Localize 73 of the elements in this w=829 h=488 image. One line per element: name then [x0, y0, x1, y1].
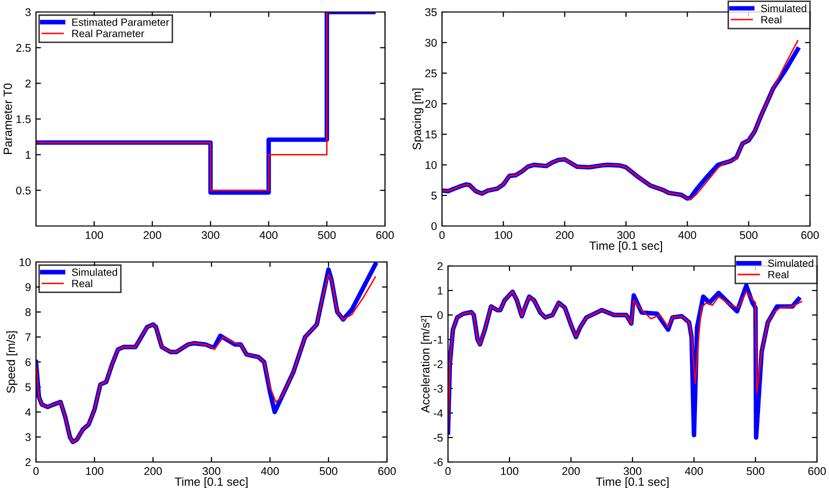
y-tick-label: 2 [26, 80, 31, 88]
x-tick-label: 200 [556, 231, 574, 240]
x-tick-label: 100 [86, 231, 103, 240]
y-tick-label: -1 [434, 336, 443, 344]
x-tick-label: 300 [202, 231, 220, 240]
y-tick-label: 2 [26, 458, 31, 466]
legend-label: Simulated [72, 268, 118, 276]
legend-label: Simulated [761, 4, 806, 12]
y-tick-label: 0 [437, 311, 443, 320]
x-tick-label: 100 [86, 467, 104, 476]
y-tick-label: 7 [26, 333, 31, 342]
y-tick-label: 5 [25, 383, 31, 392]
y-tick-label: 3 [25, 433, 31, 442]
y-axis-title: Spacing [m] [412, 88, 424, 150]
x-tick-label: 100 [494, 231, 512, 240]
y-axis-title: Speed [m/s] [6, 331, 18, 393]
x-tick-label: 200 [144, 467, 162, 476]
x-tick-label: 200 [562, 467, 580, 476]
y-tick-label: 5 [431, 192, 437, 200]
y-tick-label: -6 [434, 458, 443, 466]
y-tick-label: 4 [25, 408, 31, 416]
y-tick-label: -5 [434, 434, 443, 442]
y-tick-label: 3 [25, 8, 31, 16]
y-tick-label: 1 [438, 286, 443, 295]
y-tick-label: 15 [426, 130, 437, 138]
y-tick-label: 25 [425, 69, 437, 78]
x-tick-label: 300 [624, 467, 642, 476]
x-tick-label: 600 [808, 467, 826, 476]
y-tick-label: 0.5 [16, 186, 31, 194]
x-tick-label: 400 [260, 231, 278, 240]
x-tick-label: 600 [376, 231, 394, 240]
y-tick-label: 30 [425, 38, 437, 47]
x-tick-label: 400 [678, 231, 696, 240]
x-tick-label: 500 [318, 231, 336, 240]
x-axis-title: Time [0.1 sec] [596, 477, 669, 488]
x-tick-label: 100 [501, 467, 518, 476]
y-tick-label: 35 [425, 8, 437, 16]
legend-label: Real [768, 270, 788, 278]
x-tick-label: 400 [260, 467, 279, 476]
y-tick-label: 2 [438, 262, 443, 270]
legend-label: Real [72, 280, 92, 288]
x-tick-label: 500 [740, 231, 758, 240]
x-tick-label: 600 [378, 467, 396, 476]
y-tick-label: 9 [25, 283, 31, 292]
y-tick-label: 2.5 [16, 44, 31, 52]
y-axis-title: Parameter T0 [4, 83, 12, 154]
y-tick-label: -3 [434, 384, 443, 393]
x-tick-label: 0 [445, 467, 451, 476]
legend-label: Estimated Parameter [72, 18, 170, 26]
y-tick-label: 0 [431, 222, 437, 230]
legend-label: Real [761, 16, 782, 24]
x-tick-label: 0 [33, 467, 39, 476]
y-tick-label: 8 [25, 308, 31, 316]
y-tick-label: 1 [26, 151, 31, 159]
legend-label: Simulated [768, 259, 814, 267]
x-tick-label: 600 [801, 231, 819, 240]
x-tick-label: 400 [684, 467, 703, 476]
y-tick-label: 6 [26, 358, 31, 366]
y-tick-label: -4 [434, 409, 443, 418]
y-tick-label: -2 [434, 360, 443, 368]
y-axis-title: Acceleration [m/s²] [420, 316, 432, 413]
y-tick-label: 20 [425, 100, 437, 108]
x-axis-title: Time [0.1 sec] [174, 477, 248, 488]
x-tick-label: 300 [617, 231, 635, 240]
x-tick-label: 200 [144, 231, 162, 240]
x-axis-title: Time [0.1 sec] [589, 241, 662, 252]
x-tick-label: 300 [202, 467, 220, 476]
y-tick-label: 1.5 [16, 115, 31, 124]
legend-label: Real Parameter [72, 30, 144, 38]
y-tick-label: 10 [426, 161, 437, 169]
x-tick-label: 500 [320, 467, 338, 476]
y-tick-label: 10 [20, 258, 31, 266]
x-tick-label: 500 [746, 467, 764, 476]
